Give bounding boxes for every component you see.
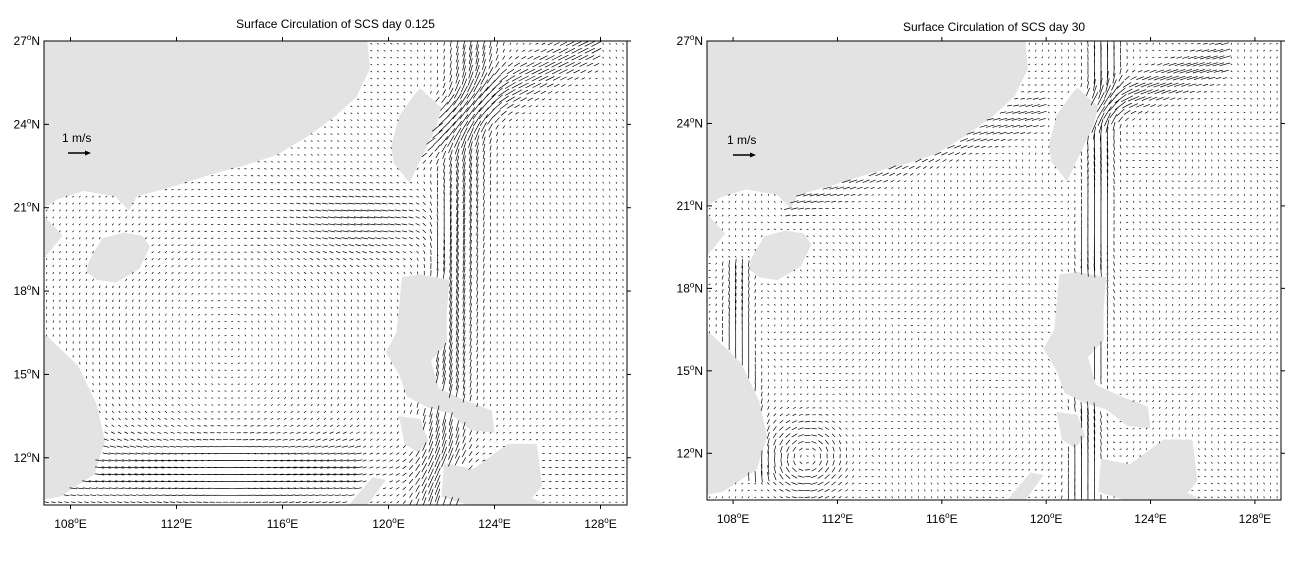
- lat-tick-label: 27oN: [677, 33, 703, 48]
- lon-tick-label: 112oE: [822, 511, 854, 526]
- lat-tick-label: 15oN: [14, 366, 40, 381]
- lon-tick-label: 128oE: [1239, 511, 1272, 526]
- lon-tick-label: 124oE: [1134, 511, 1167, 526]
- vector-field: [44, 41, 625, 505]
- map-area: [44, 41, 625, 505]
- land-vietnam: [44, 216, 105, 500]
- lat-tick-label: 27oN: [14, 33, 40, 48]
- vector-field: [708, 41, 1279, 500]
- lon-tick-label: 120oE: [372, 516, 405, 531]
- land-palawan-island: [1007, 472, 1044, 500]
- land-luzon-island: [1043, 271, 1151, 429]
- map-panel-1: Surface Circulation of SCS day 0.125 27oN…: [14, 17, 631, 531]
- land-mainland-china: [707, 41, 1028, 209]
- land-palawan-island: [348, 477, 386, 505]
- land-hainan-island: [748, 230, 812, 281]
- lon-tick-label: 108oE: [54, 516, 87, 531]
- land-visayas-islands: [441, 443, 543, 505]
- lat-tick-label: 12oN: [14, 450, 40, 465]
- land-mindoro-island: [399, 416, 429, 453]
- map-frame: [706, 40, 1282, 501]
- land-mindanao-island: [481, 496, 548, 505]
- lon-tick-label: 116oE: [267, 516, 299, 531]
- lon-tick-label: 128oE: [584, 516, 617, 531]
- panel-title: Surface Circulation of SCS day 0.125: [236, 17, 435, 31]
- scale-label: 1 m/s: [62, 131, 91, 145]
- lat-tick-label: 21oN: [677, 198, 703, 213]
- map-area: [707, 41, 1279, 500]
- land-taiwan-island: [391, 88, 442, 183]
- lat-tick-label: 24oN: [677, 115, 703, 130]
- lon-tick-label: 108oE: [717, 511, 750, 526]
- lat-tick-label: 18oN: [14, 283, 40, 298]
- map-frame: [43, 40, 628, 506]
- land-visayas-islands: [1098, 439, 1198, 500]
- lat-tick-label: 15oN: [677, 363, 703, 378]
- panel-title: Surface Circulation of SCS day 30: [903, 20, 1085, 34]
- lon-tick-label: 112oE: [161, 516, 193, 531]
- land-vietnam: [707, 214, 767, 495]
- land-hainan-island: [86, 232, 150, 283]
- map-panel-2: Surface Circulation of SCS day 30 27oN 24o…: [677, 20, 1285, 526]
- lon-tick-label: 124oE: [478, 516, 511, 531]
- land-taiwan-island: [1048, 87, 1099, 182]
- scale-arrow: 1 m/s: [62, 131, 91, 156]
- scale-label: 1 m/s: [727, 133, 756, 147]
- lat-tick-label: 18oN: [677, 280, 703, 295]
- land-mainland-china: [44, 41, 370, 211]
- lon-tick-label: 116oE: [926, 511, 958, 526]
- velocity-vectors: [44, 41, 625, 505]
- lon-tick-label: 120oE: [1030, 511, 1063, 526]
- scale-arrow: 1 m/s: [727, 133, 756, 158]
- lat-tick-label: 21oN: [14, 200, 40, 215]
- lat-tick-label: 24oN: [14, 116, 40, 131]
- velocity-vectors: [708, 41, 1279, 500]
- land-mindoro-island: [1056, 412, 1086, 448]
- land-luzon-island: [385, 274, 495, 433]
- lat-tick-label: 12oN: [677, 445, 703, 460]
- land-mindanao-island: [1137, 491, 1203, 500]
